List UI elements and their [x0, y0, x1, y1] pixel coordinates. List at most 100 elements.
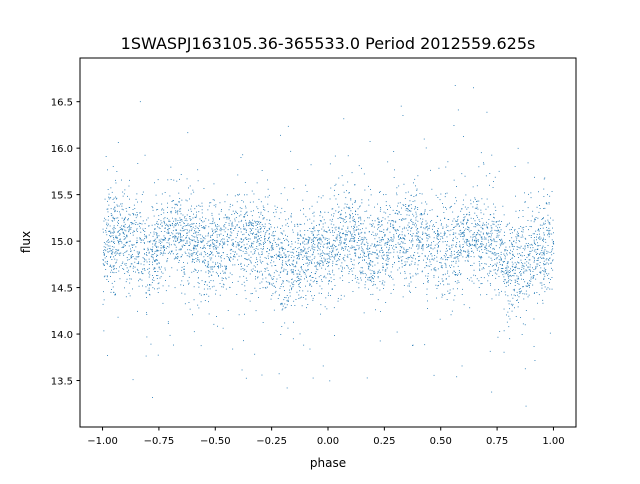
data-point: [282, 304, 283, 305]
data-point: [311, 242, 312, 243]
data-point: [124, 273, 125, 274]
data-point: [328, 262, 329, 263]
data-point: [196, 237, 197, 238]
data-point: [167, 260, 168, 261]
data-point: [150, 294, 151, 295]
data-point: [345, 222, 346, 223]
data-point: [331, 224, 332, 225]
data-point: [338, 178, 339, 179]
data-point: [146, 236, 147, 237]
data-point: [180, 249, 181, 250]
data-point: [123, 209, 124, 210]
data-point: [387, 264, 388, 265]
data-point: [156, 260, 157, 261]
data-point: [261, 201, 262, 202]
data-point: [526, 226, 527, 227]
data-point: [404, 278, 405, 279]
data-point: [116, 183, 117, 184]
data-point: [516, 264, 517, 265]
data-point: [507, 282, 508, 283]
data-point: [381, 241, 382, 242]
data-point: [518, 277, 519, 278]
data-point: [291, 288, 292, 289]
data-point: [124, 219, 125, 220]
data-point: [104, 249, 105, 250]
data-point: [347, 266, 348, 267]
data-point: [372, 275, 373, 276]
data-point: [378, 256, 379, 257]
data-point: [276, 270, 277, 271]
data-point: [269, 237, 270, 238]
data-point: [165, 268, 166, 269]
data-point: [546, 251, 547, 252]
data-point: [254, 354, 255, 355]
data-point: [411, 195, 412, 196]
data-point: [124, 225, 125, 226]
data-point: [344, 239, 345, 240]
data-point: [313, 238, 314, 239]
data-point: [104, 218, 105, 219]
data-point: [510, 253, 511, 254]
data-point: [322, 251, 323, 252]
data-point: [119, 233, 120, 234]
data-point: [119, 211, 120, 212]
data-point: [122, 209, 123, 210]
data-point: [331, 254, 332, 255]
data-point: [550, 218, 551, 219]
data-point: [137, 263, 138, 264]
data-point: [192, 229, 193, 230]
data-point: [314, 258, 315, 259]
data-point: [219, 263, 220, 264]
data-point: [346, 244, 347, 245]
data-point: [167, 218, 168, 219]
data-point: [271, 235, 272, 236]
data-point: [146, 238, 147, 239]
data-point: [237, 260, 238, 261]
data-point: [272, 285, 273, 286]
data-point: [466, 257, 467, 258]
data-point: [533, 271, 534, 272]
data-point: [246, 298, 247, 299]
data-point: [461, 173, 462, 174]
data-point: [239, 256, 240, 257]
data-point: [386, 205, 387, 206]
data-point: [319, 248, 320, 249]
data-point: [139, 286, 140, 287]
data-point: [332, 245, 333, 246]
data-point: [449, 284, 450, 285]
data-point: [364, 312, 365, 313]
data-point: [360, 240, 361, 241]
data-point: [361, 247, 362, 248]
data-point: [493, 265, 494, 266]
data-point: [359, 225, 360, 226]
data-point: [365, 277, 366, 278]
data-point: [114, 231, 115, 232]
data-point: [250, 260, 251, 261]
data-point: [318, 243, 319, 244]
data-point: [402, 229, 403, 230]
data-point: [432, 259, 433, 260]
data-point: [552, 289, 553, 290]
data-point: [257, 277, 258, 278]
data-point: [406, 278, 407, 279]
data-point: [195, 228, 196, 229]
data-point: [336, 227, 337, 228]
data-point: [153, 259, 154, 260]
data-point: [534, 220, 535, 221]
data-point: [377, 229, 378, 230]
data-point: [159, 288, 160, 289]
data-point: [176, 219, 177, 220]
data-point: [317, 230, 318, 231]
data-point: [504, 242, 505, 243]
data-point: [477, 217, 478, 218]
data-point: [534, 275, 535, 276]
data-point: [298, 255, 299, 256]
data-point: [445, 193, 446, 194]
data-point: [217, 226, 218, 227]
data-point: [500, 244, 501, 245]
data-point: [482, 218, 483, 219]
data-point: [194, 331, 195, 332]
data-point: [550, 279, 551, 280]
data-point: [524, 266, 525, 267]
data-point: [399, 211, 400, 212]
